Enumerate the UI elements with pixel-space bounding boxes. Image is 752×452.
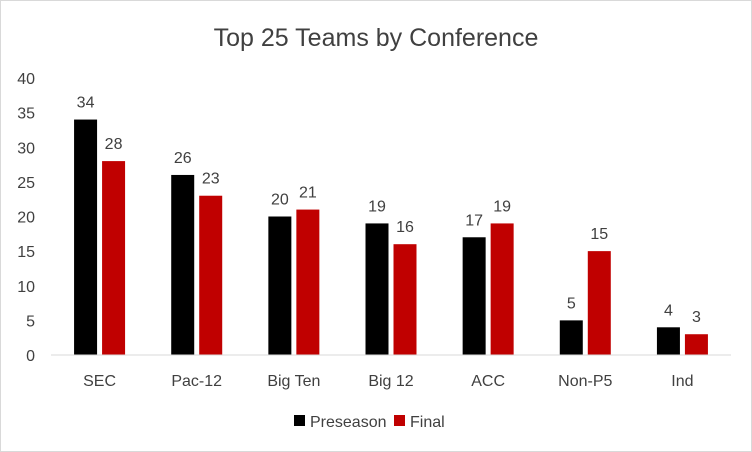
- data-label: 5: [567, 295, 576, 312]
- bar-final-big-12: [393, 244, 417, 355]
- data-labels-group: 34 28 26 23 20 21 19 16 17 19 5 15 4 3: [77, 95, 701, 327]
- chart-title: Top 25 Teams by Conference: [214, 24, 539, 52]
- bar-final-ind: [684, 334, 708, 355]
- x-tick-label: Pac-12: [171, 373, 222, 390]
- legend-swatch-preseason: [294, 415, 305, 426]
- y-tick-label: 35: [17, 106, 35, 123]
- bar-preseason-pac-12: [171, 174, 195, 355]
- x-tick-label: ACC: [471, 373, 505, 390]
- data-label: 17: [465, 212, 483, 229]
- data-label: 3: [692, 309, 701, 326]
- legend: Preseason Final: [294, 414, 445, 431]
- bar-final-acc: [490, 223, 514, 355]
- bar-final-non-p5: [587, 251, 611, 355]
- legend-label-final: Final: [410, 414, 445, 431]
- y-tick-label: 0: [26, 348, 35, 365]
- bar-preseason-non-p5: [559, 320, 583, 355]
- bar-final-big-ten: [296, 209, 320, 355]
- data-label: 34: [77, 95, 95, 112]
- data-label: 16: [396, 219, 414, 236]
- x-tick-label: SEC: [83, 373, 116, 390]
- legend-label-preseason: Preseason: [310, 414, 387, 431]
- bar-preseason-acc: [462, 237, 486, 355]
- data-label: 15: [590, 226, 608, 243]
- x-tick-label: Ind: [671, 373, 693, 390]
- y-tick-label: 20: [17, 210, 35, 227]
- data-label: 4: [664, 302, 673, 319]
- data-label: 19: [368, 198, 386, 215]
- bar-preseason-big-12: [365, 223, 389, 355]
- y-tick-label: 5: [26, 313, 35, 330]
- data-label: 21: [299, 185, 317, 202]
- bars-group: [74, 119, 708, 355]
- bar-preseason-sec: [74, 119, 98, 355]
- bar-final-sec: [102, 161, 126, 355]
- bar-preseason-big-ten: [268, 216, 292, 355]
- y-tick-label: 40: [17, 71, 35, 88]
- data-label: 19: [493, 198, 511, 215]
- y-tick-label: 15: [17, 244, 35, 261]
- bar-final-pac-12: [199, 195, 223, 355]
- bar-preseason-ind: [656, 327, 680, 355]
- y-tick-label: 30: [17, 140, 35, 157]
- data-label: 28: [105, 136, 123, 153]
- legend-swatch-final: [394, 415, 405, 426]
- y-axis-ticks: 0 5 10 15 20 25 30 35 40: [17, 71, 35, 365]
- x-tick-label: Non-P5: [558, 373, 612, 390]
- x-tick-label: Big 12: [368, 373, 413, 390]
- y-tick-label: 25: [17, 175, 35, 192]
- x-tick-label: Big Ten: [267, 373, 320, 390]
- x-axis-ticks: SEC Pac-12 Big Ten Big 12 ACC Non-P5 Ind: [83, 373, 693, 390]
- data-label: 26: [174, 150, 192, 167]
- data-label: 23: [202, 171, 220, 188]
- data-label: 20: [271, 192, 289, 209]
- y-tick-label: 10: [17, 279, 35, 296]
